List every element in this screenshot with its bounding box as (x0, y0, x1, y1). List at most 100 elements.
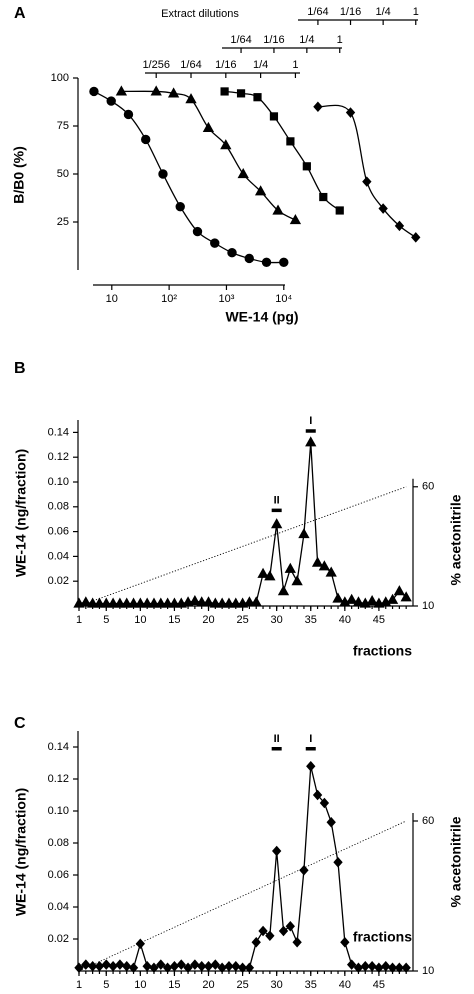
x-tick-label: 5 (103, 614, 109, 626)
panel-label: C (14, 715, 26, 732)
x-tick-label: 15 (168, 979, 180, 991)
marker (135, 938, 146, 950)
x-tick-label: 25 (236, 614, 248, 626)
marker (333, 856, 343, 868)
x-tick-label: 25 (236, 979, 248, 991)
marker (202, 121, 215, 133)
marker (277, 585, 290, 596)
marker (220, 139, 232, 150)
x-axis-label: fractions (353, 929, 412, 945)
marker (142, 960, 152, 972)
marker (134, 597, 146, 608)
x-tick-label: 20 (202, 614, 214, 626)
marker (223, 597, 235, 608)
marker (209, 597, 221, 608)
marker (121, 597, 133, 608)
y-tick-label: 100 (51, 72, 69, 84)
marker (393, 585, 406, 596)
annotation: I (309, 415, 312, 427)
data-line (78, 442, 407, 605)
top-tick-label: 1/16 (340, 6, 361, 18)
marker (220, 87, 229, 96)
y-tick-label: 0.14 (48, 426, 69, 438)
marker (227, 248, 237, 258)
marker (326, 816, 336, 828)
marker (123, 109, 134, 120)
marker (306, 760, 316, 772)
marker (272, 845, 282, 857)
marker (203, 960, 214, 972)
x-tick-label: 30 (271, 614, 283, 626)
top-axes-title: Extract dilutions (161, 8, 239, 20)
marker (271, 518, 283, 529)
panel-label: B (14, 360, 26, 377)
marker (106, 96, 116, 106)
marker (230, 597, 242, 608)
marker (366, 595, 378, 606)
fit-curve (93, 90, 284, 264)
y2-tick-label: 10 (422, 965, 434, 977)
marker (202, 596, 215, 607)
x-tick-label: 40 (339, 979, 351, 991)
marker (340, 936, 350, 948)
top-tick-label: 1/64 (307, 6, 328, 18)
y-tick-label: 50 (57, 168, 69, 180)
marker (216, 597, 228, 608)
marker (387, 962, 398, 974)
marker (279, 257, 289, 268)
marker (261, 257, 272, 268)
x-tick-label: 10⁴ (275, 293, 292, 305)
y-axis-label: WE-14 (ng/fraction) (13, 788, 29, 916)
marker (305, 436, 317, 447)
marker (411, 232, 421, 243)
y-axis-label: B/B0 (%) (11, 146, 27, 204)
marker (332, 592, 344, 603)
y-tick-label: 75 (57, 120, 69, 132)
y-tick-label: 0.02 (48, 933, 69, 945)
marker (244, 253, 254, 264)
marker (346, 593, 358, 604)
y-tick-label: 0.12 (48, 773, 69, 785)
panel-label: A (14, 5, 26, 22)
marker (362, 176, 372, 187)
y-tick-label: 0.10 (48, 476, 69, 488)
marker (190, 959, 200, 970)
marker (237, 167, 249, 179)
marker (319, 797, 330, 809)
marker (285, 920, 295, 932)
y-tick-label: 25 (57, 216, 69, 228)
y-tick-label: 0.06 (48, 526, 69, 538)
top-tick-label: 1/16 (215, 59, 236, 71)
marker (93, 597, 106, 608)
y-tick-label: 0.06 (48, 869, 69, 881)
y-tick-label: 0.12 (48, 451, 69, 463)
x-tick-label: 10² (161, 293, 177, 305)
marker (318, 560, 331, 571)
marker (210, 959, 220, 970)
fit-curve (121, 90, 296, 221)
marker (114, 597, 126, 608)
marker (149, 962, 159, 974)
marker (250, 596, 262, 607)
y-tick-label: 0.04 (48, 550, 69, 562)
y-tick-label: 0.02 (48, 575, 69, 587)
top-tick-label: 1/64 (180, 59, 201, 71)
marker (325, 566, 337, 577)
marker (94, 960, 105, 972)
marker (284, 562, 296, 573)
x-tick-label: 10 (106, 293, 118, 305)
marker (169, 960, 180, 972)
top-tick-label: 1/16 (263, 34, 284, 46)
gradient-line (78, 486, 407, 607)
marker (352, 596, 365, 607)
marker (189, 595, 201, 606)
marker (115, 959, 125, 970)
marker (87, 960, 98, 972)
marker (196, 596, 208, 607)
top-tick-label: 1/4 (375, 6, 390, 18)
marker (122, 960, 132, 972)
x-tick-label: 10 (134, 979, 146, 991)
x-axis-label: WE-14 (pg) (225, 309, 298, 325)
marker (127, 597, 140, 608)
